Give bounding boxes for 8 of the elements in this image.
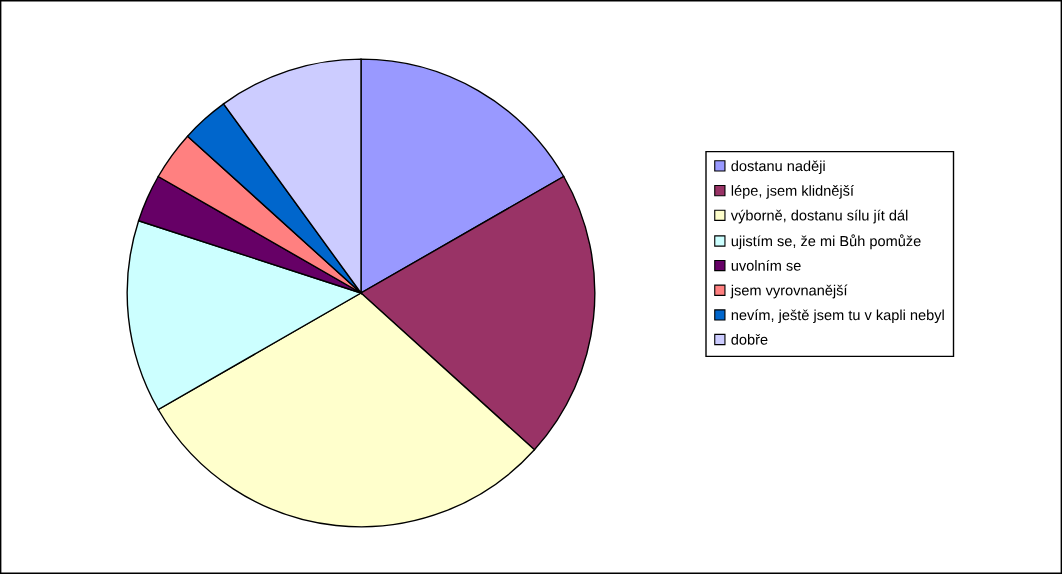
legend-label: nevím, ještě jsem tu v kapli nebyl [731, 309, 944, 324]
legend-label: ujistím se, že mi Bůh pomůže [731, 234, 921, 250]
legend-label: uvolním se [731, 259, 801, 271]
legend-label: výborně, dostanu sílu jít dál [730, 209, 908, 224]
legend-label: dobře [731, 333, 768, 345]
legend-label: dostanu naději [731, 160, 825, 175]
legend-label: jsem vyrovnanější [730, 284, 848, 299]
legend-label: lépe, jsem klidnější [731, 184, 854, 199]
